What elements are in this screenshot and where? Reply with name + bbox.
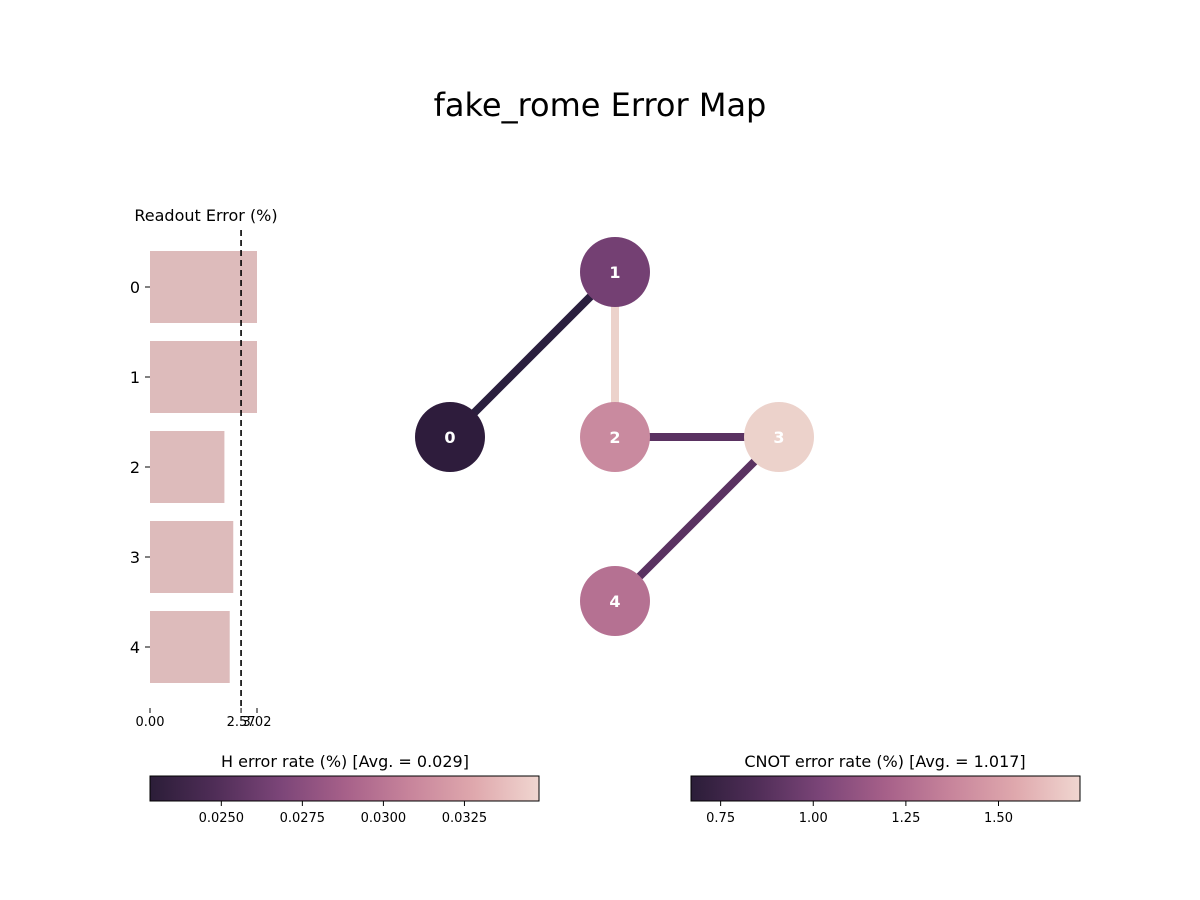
qubit-label-2: 2	[609, 428, 620, 447]
readout-bar-0	[150, 251, 257, 323]
readout-ytick-label: 3	[130, 548, 140, 567]
qubit-node-2	[580, 402, 650, 472]
readout-ytick-label: 0	[130, 278, 140, 297]
qubit-label-3: 3	[773, 428, 784, 447]
readout-xtick-label: 2.57	[227, 715, 256, 730]
cnot-colorbar-tick-label: 0.75	[706, 811, 735, 826]
qubit-label-0: 0	[444, 428, 455, 447]
h-colorbar-tick-label: 0.0275	[280, 811, 326, 826]
readout-ytick-label: 1	[130, 368, 140, 387]
cnot-colorbar-label: CNOT error rate (%) [Avg. = 1.017]	[744, 752, 1025, 771]
h-colorbar-tick-label: 0.0325	[442, 811, 488, 826]
edge-0-1	[447, 269, 618, 440]
qubit-node-0	[415, 402, 485, 472]
h-colorbar-label: H error rate (%) [Avg. = 0.029]	[221, 752, 469, 771]
h-error-colorbar: H error rate (%) [Avg. = 0.029] 0.0250 0.…	[149, 752, 540, 826]
qubit-node-3	[744, 402, 814, 472]
h-colorbar-gradient	[149, 775, 540, 802]
readout-error-chart: Readout Error (%) 0 1 2 3 4 0.00 2.573.02	[130, 206, 278, 730]
readout-bar-1	[150, 341, 257, 413]
coupling-graph: 0 1 2 3 4	[415, 237, 814, 636]
h-colorbar-tick-label: 0.0250	[199, 811, 245, 826]
cnot-colorbar-tick-label: 1.50	[984, 811, 1013, 826]
cnot-error-colorbar: CNOT error rate (%) [Avg. = 1.017] 0.75 1…	[690, 752, 1081, 826]
qubit-node-1	[580, 237, 650, 307]
qubit-label-4: 4	[609, 592, 620, 611]
readout-chart-title: Readout Error (%)	[134, 206, 277, 225]
readout-xtick-label: 3.02	[243, 715, 272, 730]
readout-ytick-label: 2	[130, 458, 140, 477]
cnot-colorbar-tick-label: 1.00	[799, 811, 828, 826]
edge-3-4	[612, 434, 782, 604]
readout-bar-2	[150, 431, 225, 503]
readout-bar-4	[150, 611, 230, 683]
cnot-colorbar-gradient	[690, 775, 1081, 802]
figure-title: fake_rome Error Map	[434, 86, 767, 124]
h-colorbar-tick-label: 0.0300	[361, 811, 407, 826]
readout-bar-3	[150, 521, 234, 593]
readout-xtick-label: 0.00	[136, 715, 165, 730]
qubit-label-1: 1	[609, 263, 620, 282]
cnot-colorbar-tick-label: 1.25	[891, 811, 920, 826]
qubit-node-4	[580, 566, 650, 636]
readout-ytick-label: 4	[130, 638, 140, 657]
